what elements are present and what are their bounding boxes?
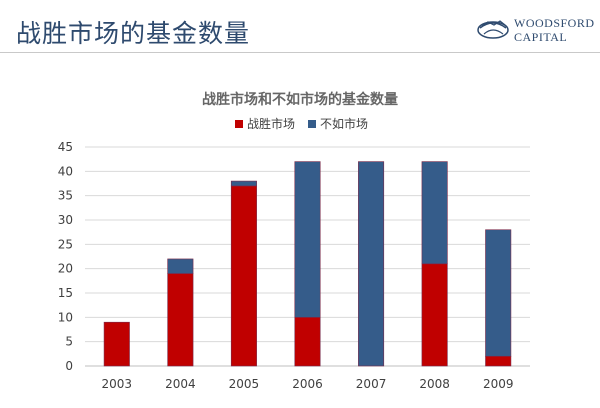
- bar-beat-2003: [103, 321, 130, 367]
- stacked-bar-chart: 战胜市场和不如市场的基金数量 战胜市场 不如市场 0 5 10 15 20 25 30 35 40…: [58, 91, 530, 391]
- y-tick-label: 35: [58, 189, 73, 203]
- bar-beat-2008: [421, 263, 448, 367]
- chart-title: 战胜市场和不如市场的基金数量: [202, 91, 398, 108]
- y-tick-label: 15: [58, 286, 73, 300]
- x-tick-label: 2008: [419, 377, 450, 391]
- x-tick-label: 2005: [229, 377, 260, 391]
- y-tick-label: 40: [58, 164, 73, 178]
- x-tick-label: 2003: [102, 377, 133, 391]
- bar-lose-2006: [294, 161, 321, 318]
- legend-label-2: 不如市场: [320, 116, 368, 131]
- y-tick-label: 20: [58, 262, 73, 276]
- x-tick-label: 2006: [292, 377, 323, 391]
- chart-legend: 战胜市场 不如市场: [235, 116, 368, 131]
- x-tick-label: 2009: [483, 377, 514, 391]
- logo-text-capital: CAPITAL: [514, 30, 568, 44]
- y-tick-label: 25: [58, 237, 73, 251]
- y-tick-label: 5: [65, 335, 73, 349]
- logo-globe-icon: [477, 20, 509, 39]
- y-tick-label: 45: [58, 140, 73, 154]
- legend-swatch-1: [235, 120, 243, 128]
- bar-lose-2005: [230, 180, 257, 187]
- y-tick-label: 30: [58, 213, 73, 227]
- y-tick-label: 10: [58, 310, 73, 324]
- bar-beat-2006: [294, 317, 321, 367]
- bar-beat-2004: [167, 273, 194, 367]
- x-axis: 2003 2004 2005 2006 2007 2008 2009: [102, 377, 514, 391]
- company-logo: WOODSFORD CAPITAL: [476, 14, 594, 46]
- header-divider: [0, 52, 600, 53]
- legend-label-1: 战胜市场: [247, 116, 295, 131]
- bar-lose-2009: [485, 229, 512, 357]
- slide-title: 战胜市场的基金数量: [16, 19, 251, 48]
- bar-lose-2008: [421, 161, 448, 265]
- legend-swatch-2: [308, 120, 316, 128]
- chart-bars: [103, 161, 512, 367]
- bar-lose-2004: [167, 258, 194, 274]
- bar-lose-2007: [358, 161, 385, 367]
- bar-beat-2005: [230, 185, 257, 367]
- x-tick-label: 2004: [165, 377, 196, 391]
- y-tick-label: 0: [65, 359, 73, 373]
- logo-text-woodsford: WOODSFORD: [514, 16, 595, 30]
- x-tick-label: 2007: [356, 377, 387, 391]
- y-axis: 0 5 10 15 20 25 30 35 40 45: [58, 140, 73, 373]
- bar-beat-2009: [485, 355, 512, 367]
